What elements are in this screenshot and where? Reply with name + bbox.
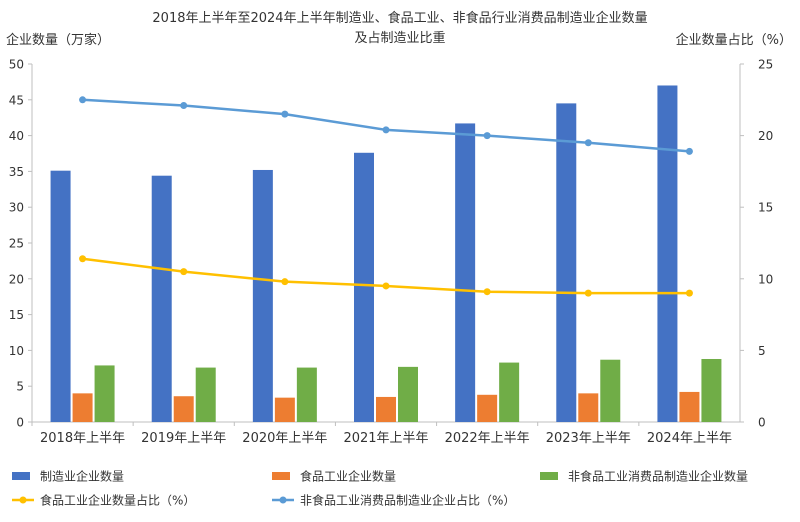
x-tick-label: 2022年上半年 (445, 431, 530, 446)
bar-食品工业企业数量-2022年上半年 (477, 394, 498, 422)
bar-食品工业企业数量-2019年上半年 (173, 396, 194, 422)
y-tick-label: 0 (16, 416, 24, 430)
chart-subtitle: 及占制造业比重 (354, 30, 445, 46)
point-非食品工业消费品制造业企业占比（%）-2023年上半年 (584, 139, 592, 147)
legend-label: 非食品工业消费品制造业企业占比（%） (300, 493, 515, 508)
bar-制造业企业数量-2024年上半年 (657, 85, 678, 422)
bar-食品工业企业数量-2024年上半年 (679, 391, 700, 422)
y-tick-label: 50 (9, 58, 24, 72)
y-tick-label: 35 (9, 165, 24, 179)
bar-非食品工业消费品制造业企业数量-2024年上半年 (701, 358, 722, 422)
bar-非食品工业消费品制造业企业数量-2021年上半年 (398, 366, 418, 422)
y2-tick-label: 25 (758, 58, 773, 72)
line-非食品工业消费品制造业企业占比（%） (82, 98, 690, 153)
legend-label: 非食品工业消费品制造业企业数量 (568, 469, 748, 484)
point-食品工业企业数量占比（%）-2018年上半年 (79, 255, 87, 263)
legend-marker (19, 496, 27, 504)
bar-非食品工业消费品制造业企业数量-2020年上半年 (296, 367, 317, 422)
y2-tick-label: 20 (758, 129, 773, 143)
lines (79, 96, 693, 297)
y2-axis-label: 企业数量占比（%） (676, 32, 792, 48)
legend-label: 食品工业企业数量 (300, 469, 396, 484)
point-食品工业企业数量占比（%）-2019年上半年 (180, 268, 188, 276)
bar-制造业企业数量-2019年上半年 (151, 175, 172, 422)
x-tick-label: 2023年上半年 (546, 431, 631, 446)
bar-制造业企业数量-2021年上半年 (354, 152, 374, 422)
legend-swatch (12, 472, 30, 480)
legend-label: 制造业企业数量 (40, 469, 124, 484)
bar-制造业企业数量-2018年上半年 (50, 170, 71, 422)
bars (50, 85, 722, 422)
y2-tick-label: 0 (758, 416, 766, 430)
point-非食品工业消费品制造业企业占比（%）-2021年上半年 (382, 126, 390, 134)
point-非食品工业消费品制造业企业占比（%）-2024年上半年 (685, 147, 693, 155)
x-tick-label: 2018年上半年 (40, 431, 125, 446)
bar-制造业企业数量-2023年上半年 (556, 103, 577, 422)
y-tick-label: 45 (9, 93, 24, 107)
point-非食品工业消费品制造业企业占比（%）-2022年上半年 (483, 132, 491, 140)
x-tick-label: 2020年上半年 (242, 431, 327, 446)
y-tick-label: 10 (9, 344, 24, 358)
point-食品工业企业数量占比（%）-2021年上半年 (382, 282, 390, 290)
point-非食品工业消费品制造业企业占比（%）-2018年上半年 (79, 96, 87, 104)
y-axis-label: 企业数量（万家） (6, 32, 110, 48)
legend: 制造业企业数量 食品工业企业数量 非食品工业消费品制造业企业数量食品工业企业数量占比… (12, 469, 748, 508)
point-非食品工业消费品制造业企业占比（%）-2019年上半年 (180, 102, 188, 110)
legend-swatch (540, 472, 558, 480)
y-tick-label: 25 (9, 237, 24, 251)
y-tick-label: 5 (16, 380, 24, 394)
bar-食品工业企业数量-2023年上半年 (578, 393, 599, 422)
bar-非食品工业消费品制造业企业数量-2019年上半年 (195, 367, 216, 422)
x-tick-labels: 2018年上半年 2019年上半年 2020年上半年 2021年上半年 2022年上半年… (40, 431, 732, 446)
y2-tick-label: 15 (758, 201, 773, 215)
bar-非食品工业消费品制造业企业数量-2018年上半年 (94, 365, 115, 422)
bar-食品工业企业数量-2021年上半年 (376, 396, 396, 422)
y2-tick-label: 10 (758, 272, 773, 286)
axes: 0 5 10 15 20 25 30 35 40 45 50 0 5 10 15 20 25 (9, 58, 774, 430)
legend-label: 食品工业企业数量占比（%） (40, 493, 195, 508)
bar-食品工业企业数量-2018年上半年 (72, 393, 93, 422)
bar-非食品工业消费品制造业企业数量-2023年上半年 (600, 359, 621, 422)
legend-marker (279, 496, 287, 504)
point-食品工业企业数量占比（%）-2023年上半年 (584, 289, 592, 297)
point-非食品工业消费品制造业企业占比（%）-2020年上半年 (281, 110, 289, 118)
y-tick-label: 15 (9, 308, 24, 322)
bar-制造业企业数量-2022年上半年 (455, 123, 476, 422)
legend-swatch (272, 472, 290, 480)
bar-食品工业企业数量-2020年上半年 (274, 397, 295, 422)
point-食品工业企业数量占比（%）-2024年上半年 (685, 289, 693, 297)
x-tick-label: 2019年上半年 (141, 431, 226, 446)
bar-制造业企业数量-2020年上半年 (252, 169, 273, 422)
x-tick-label: 2024年上半年 (647, 431, 732, 446)
point-食品工业企业数量占比（%）-2022年上半年 (483, 288, 491, 296)
chart-title: 2018年上半年至2024年上半年制造业、食品工业、非食品行业消费品制造业企业数… (152, 10, 647, 26)
y-tick-label: 30 (9, 201, 24, 215)
point-食品工业企业数量占比（%）-2020年上半年 (281, 278, 289, 286)
y-tick-label: 40 (9, 129, 24, 143)
y2-tick-label: 5 (758, 344, 766, 358)
x-tick-label: 2021年上半年 (343, 431, 428, 446)
y-tick-label: 20 (9, 272, 24, 286)
bar-非食品工业消费品制造业企业数量-2022年上半年 (499, 362, 520, 422)
